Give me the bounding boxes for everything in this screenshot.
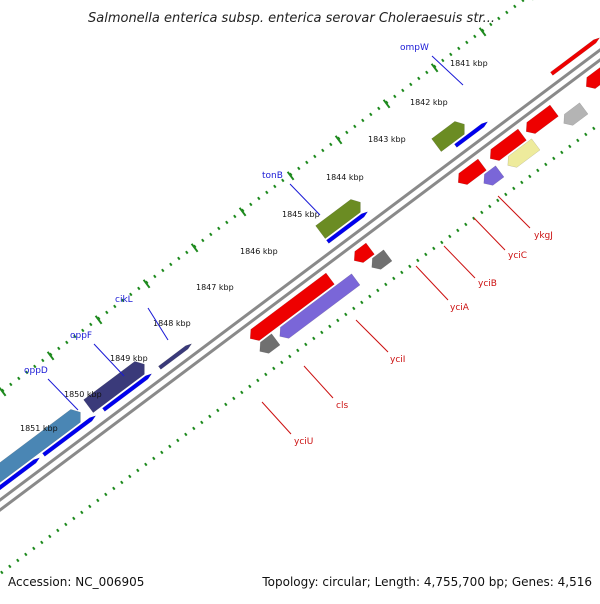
- ruler-tick-mark: [94, 315, 103, 325]
- gene-arrow: [353, 242, 375, 263]
- gene-leader-line: [47, 378, 79, 411]
- gene-label: ompW: [400, 43, 429, 53]
- ruler-tick-mark: [190, 243, 199, 253]
- gene-arrow: [525, 104, 559, 134]
- gene-label: yciB: [478, 279, 497, 289]
- ruler-line-inner: [0, 121, 600, 575]
- ruler-tick-mark: [238, 207, 247, 217]
- gene-labels: ompW tonB cikL oppF oppD ykgJ yciC yciB yciA yciI…: [24, 43, 553, 447]
- gene-leader-line: [303, 365, 334, 399]
- gene-label: cikL: [115, 295, 133, 305]
- topology-summary-text: Topology: circular; Length: 4,755,700 bp…: [261, 575, 592, 589]
- gene-arrow: [315, 199, 361, 239]
- ruler-tick-mark: [142, 279, 151, 289]
- ruler-tick-mark: [430, 63, 439, 73]
- gene-arrow: [585, 67, 600, 89]
- gene-leader-line: [93, 343, 125, 377]
- ruler-tick-mark: [382, 99, 391, 109]
- gene-arrow: [158, 343, 193, 370]
- ruler-dotted-lines: [0, 0, 600, 575]
- gene-label: yciC: [508, 251, 527, 261]
- ruler-tick-labels: 1841 kbp 1842 kbp 1843 kbp 1844 kbp 1845 kbp…: [20, 59, 488, 433]
- tick-label: 1845 kbp: [282, 210, 320, 219]
- gene-arrow: [457, 158, 487, 185]
- gene-arrow: [563, 102, 589, 126]
- gene-arrow: [326, 211, 369, 244]
- ruler-line-outer: [0, 0, 526, 395]
- gene-arrow: [371, 249, 393, 270]
- ruler-tick-mark: [46, 351, 55, 361]
- gene-arrow: [42, 415, 97, 457]
- gene-leader-line: [415, 265, 449, 301]
- gene-leader-line: [497, 195, 531, 229]
- gene-leader-line: [355, 319, 389, 353]
- tick-label: 1846 kbp: [240, 247, 278, 256]
- gene-leader-line: [147, 307, 169, 341]
- gene-arrow: [483, 165, 505, 186]
- ruler-tick-mark: [478, 27, 487, 37]
- gene-arrow: [102, 373, 153, 412]
- tick-label: 1850 kbp: [64, 390, 102, 399]
- accession-text: Accession: NC_006905: [8, 575, 144, 589]
- gene-arrow: [431, 121, 465, 152]
- ruler-tick-mark: [0, 387, 7, 397]
- gene-leader-line: [473, 217, 506, 251]
- gene-arrow: [507, 138, 541, 168]
- gene-arrow: [489, 128, 527, 161]
- gene-arrow: [249, 272, 335, 341]
- gene-arrow: [454, 121, 489, 148]
- gene-label: yciU: [294, 437, 313, 447]
- gene-label: yciI: [390, 355, 405, 365]
- gene-leader-line: [431, 55, 464, 86]
- genome-title: Salmonella enterica subsp. enterica sero…: [88, 11, 495, 26]
- gene-label: oppF: [70, 331, 92, 341]
- gene-label: oppD: [24, 366, 48, 376]
- gene-arrow: [0, 409, 81, 483]
- gene-leader-line: [443, 245, 476, 279]
- gene-arrow: [0, 457, 41, 491]
- gene-arrow: [550, 37, 600, 76]
- gene-arrow: [83, 361, 145, 413]
- gene-label: ykgJ: [534, 231, 553, 241]
- tick-label: 1849 kbp: [110, 354, 148, 363]
- gene-arrow: [259, 333, 281, 354]
- gene-leader-line: [261, 401, 292, 435]
- tick-label: 1847 kbp: [196, 283, 234, 292]
- gene-features: [0, 37, 600, 491]
- ruler-tick-mark: [334, 135, 343, 145]
- tick-label: 1842 kbp: [410, 98, 448, 107]
- tick-label: 1848 kbp: [153, 319, 191, 328]
- ruler-tick-mark: [286, 171, 295, 181]
- gene-label: yciA: [450, 303, 470, 313]
- backbone-lines: [0, 48, 600, 512]
- gene-arrow: [279, 273, 361, 339]
- tick-label: 1844 kbp: [326, 173, 364, 182]
- tick-label: 1841 kbp: [450, 59, 488, 68]
- gene-label: cls: [336, 401, 348, 411]
- backbone-line: [0, 48, 600, 502]
- gene-label: tonB: [262, 171, 283, 181]
- backbone-line: [0, 58, 600, 512]
- tick-label: 1843 kbp: [368, 135, 406, 144]
- gene-leader-line: [289, 183, 321, 216]
- tick-label: 1851 kbp: [20, 424, 58, 433]
